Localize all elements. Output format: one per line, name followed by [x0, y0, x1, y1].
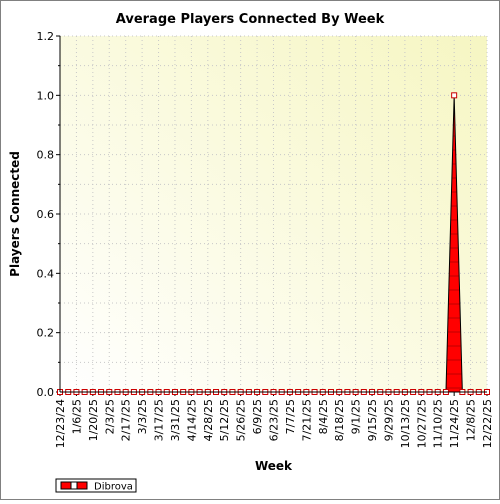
x-tick-label: 8/18/25 [333, 399, 346, 441]
y-tick-label: 0.4 [37, 267, 55, 280]
y-tick-label: 0.2 [37, 327, 55, 340]
x-tick-label: 6/9/25 [251, 399, 264, 434]
x-tick-label: 11/10/25 [432, 399, 445, 448]
x-tick-label: 2/17/25 [120, 399, 133, 441]
x-tick-label: 3/31/25 [169, 399, 182, 441]
x-tick-label: 5/26/25 [235, 399, 248, 441]
y-tick-label: 0.0 [37, 386, 55, 399]
x-tick-label: 1/20/25 [87, 399, 100, 441]
x-tick-label: 5/12/25 [218, 399, 231, 441]
legend-label: Dibrova [94, 482, 133, 493]
y-tick-label: 0.8 [37, 149, 55, 162]
y-tick-label: 1.0 [37, 89, 55, 102]
x-tick-label: 1/6/25 [70, 399, 83, 434]
legend-marker [70, 481, 78, 490]
x-tick-label: 12/23/24 [54, 399, 67, 448]
x-tick-label: 10/13/25 [399, 399, 412, 448]
y-tick-label: 0.6 [37, 208, 55, 221]
x-tick-label: 6/23/25 [268, 399, 281, 441]
x-tick-label: 7/21/25 [300, 399, 313, 441]
area-hatch [446, 135, 463, 389]
x-axis-title: Week [255, 459, 293, 473]
chart-title: Average Players Connected By Week [116, 12, 385, 27]
x-tick-label: 9/15/25 [366, 399, 379, 441]
x-tick-label: 8/4/25 [317, 399, 330, 434]
x-tick-label: 4/28/25 [202, 399, 215, 441]
legend: Dibrova [55, 478, 137, 493]
x-axis-ticks: 12/23/24 1/6/25 1/20/25 2/3/25 2/17/25 3/3/25… [54, 392, 494, 448]
x-tick-label: 7/7/25 [284, 399, 297, 434]
y-tick-label: 1.2 [37, 30, 55, 43]
x-tick-label: 10/27/25 [415, 399, 428, 448]
x-tick-label: 9/1/25 [350, 399, 363, 434]
x-tick-label: 12/22/25 [481, 399, 494, 448]
data-point [451, 92, 458, 99]
x-tick-label: 3/17/25 [153, 399, 166, 441]
x-tick-label: 3/3/25 [136, 399, 149, 434]
y-axis-ticks: 0.0 0.2 0.4 0.6 0.8 1.0 1.2 [37, 30, 60, 399]
x-tick-label: 12/8/25 [465, 399, 478, 441]
x-tick-label: 2/3/25 [103, 399, 116, 434]
x-tick-label: 9/29/25 [382, 399, 395, 441]
x-tick-label: 11/24/25 [448, 399, 461, 448]
x-tick-label: 4/14/25 [185, 399, 198, 441]
y-axis-title: Players Connected [8, 151, 22, 277]
